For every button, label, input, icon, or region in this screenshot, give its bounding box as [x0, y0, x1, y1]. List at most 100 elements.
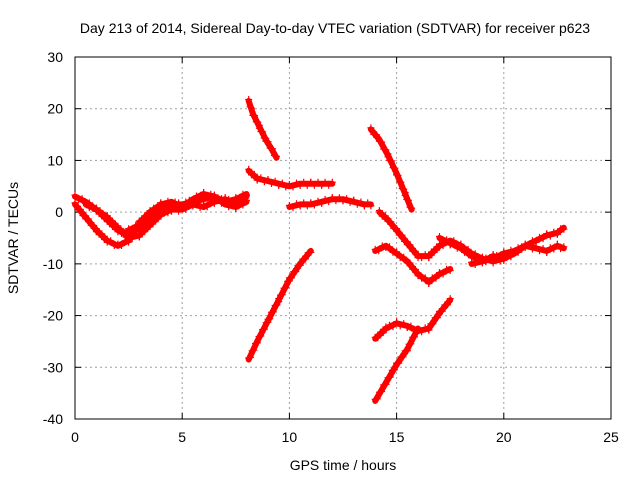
- data-point: [478, 259, 486, 267]
- data-point: [367, 202, 375, 210]
- data-point: [185, 201, 193, 209]
- y-tick-label: 30: [47, 49, 63, 65]
- data-point: [218, 198, 225, 206]
- data-point: [471, 252, 479, 260]
- data-point: [253, 339, 261, 347]
- data-point: [546, 244, 554, 252]
- data-point: [303, 202, 311, 210]
- series-7: [245, 96, 280, 161]
- data-point: [388, 157, 395, 165]
- data-point: [257, 332, 265, 340]
- data-point: [300, 199, 308, 207]
- data-point: [453, 244, 461, 252]
- data-point: [375, 247, 383, 255]
- data-point: [350, 196, 358, 204]
- data-point: [393, 318, 401, 326]
- data-point: [150, 212, 158, 220]
- data-point: [489, 251, 497, 259]
- data-point: [393, 248, 401, 256]
- data-point: [382, 380, 390, 388]
- data-point: [245, 165, 253, 173]
- data-point: [373, 131, 381, 139]
- data-point: [302, 255, 309, 263]
- data-point: [146, 210, 154, 218]
- data-point: [553, 230, 561, 238]
- data-point: [160, 209, 168, 217]
- data-point: [175, 207, 183, 215]
- x-axis-title: GPS time / hours: [290, 457, 397, 473]
- data-point: [407, 322, 415, 330]
- data-point: [496, 252, 504, 260]
- data-point: [378, 138, 386, 146]
- plot-frame: [74, 56, 612, 420]
- data-point: [382, 146, 390, 154]
- data-point: [245, 96, 253, 103]
- x-tick-label: 20: [496, 429, 512, 445]
- data-point: [250, 346, 258, 354]
- data-point: [214, 195, 222, 203]
- data-point: [468, 258, 476, 266]
- data-point: [178, 204, 186, 212]
- data-point: [382, 326, 390, 334]
- y-tick-label: -10: [43, 256, 63, 272]
- data-point: [486, 255, 493, 263]
- data-point: [310, 181, 318, 189]
- data-point: [232, 202, 240, 210]
- data-point: [135, 233, 143, 241]
- data-point: [71, 191, 79, 199]
- data-point: [285, 202, 293, 209]
- data-point: [387, 218, 395, 226]
- data-point: [406, 241, 414, 249]
- data-point: [425, 254, 433, 262]
- data-point: [171, 204, 179, 212]
- data-point: [275, 181, 283, 189]
- data-point: [117, 225, 125, 233]
- data-point: [207, 198, 215, 206]
- data-point: [251, 112, 259, 120]
- chart-title: Day 213 of 2014, Sidereal Day-to-day VTE…: [80, 20, 590, 36]
- data-point: [400, 320, 408, 328]
- data-point: [255, 121, 263, 129]
- data-point: [303, 181, 311, 189]
- data-point: [550, 245, 558, 253]
- data-point: [325, 181, 333, 189]
- data-point: [528, 245, 536, 253]
- data-point: [260, 178, 268, 186]
- data-point: [196, 193, 204, 201]
- data-point: [414, 269, 422, 277]
- data-point: [507, 253, 515, 261]
- data-point: [288, 274, 295, 282]
- data-point: [268, 145, 276, 153]
- data-point: [85, 204, 93, 212]
- x-tick-label: 5: [178, 429, 186, 445]
- data-point: [443, 265, 451, 273]
- data-point: [471, 261, 479, 268]
- data-point: [360, 202, 368, 210]
- data-point: [164, 205, 172, 213]
- data-point: [403, 195, 411, 203]
- data-point: [433, 314, 441, 322]
- data-point: [346, 198, 354, 206]
- data-point: [374, 334, 382, 342]
- data-point: [403, 323, 411, 331]
- data-point: [375, 207, 383, 215]
- data-point: [118, 242, 125, 249]
- data-point: [225, 198, 233, 206]
- data-point: [307, 199, 315, 207]
- data-point: [266, 315, 274, 323]
- data-point: [339, 197, 347, 205]
- data-point: [125, 225, 133, 233]
- data-point: [367, 124, 375, 132]
- data-point: [171, 198, 179, 206]
- data-point: [401, 189, 409, 196]
- data-point: [543, 230, 551, 238]
- data-point: [289, 183, 297, 191]
- data-point: [254, 118, 262, 126]
- data-point: [293, 200, 300, 208]
- y-tick-label: 0: [55, 204, 63, 220]
- data-point: [314, 197, 322, 205]
- data-point: [125, 233, 133, 240]
- data-point: [203, 192, 211, 200]
- grid-lines: [75, 57, 611, 419]
